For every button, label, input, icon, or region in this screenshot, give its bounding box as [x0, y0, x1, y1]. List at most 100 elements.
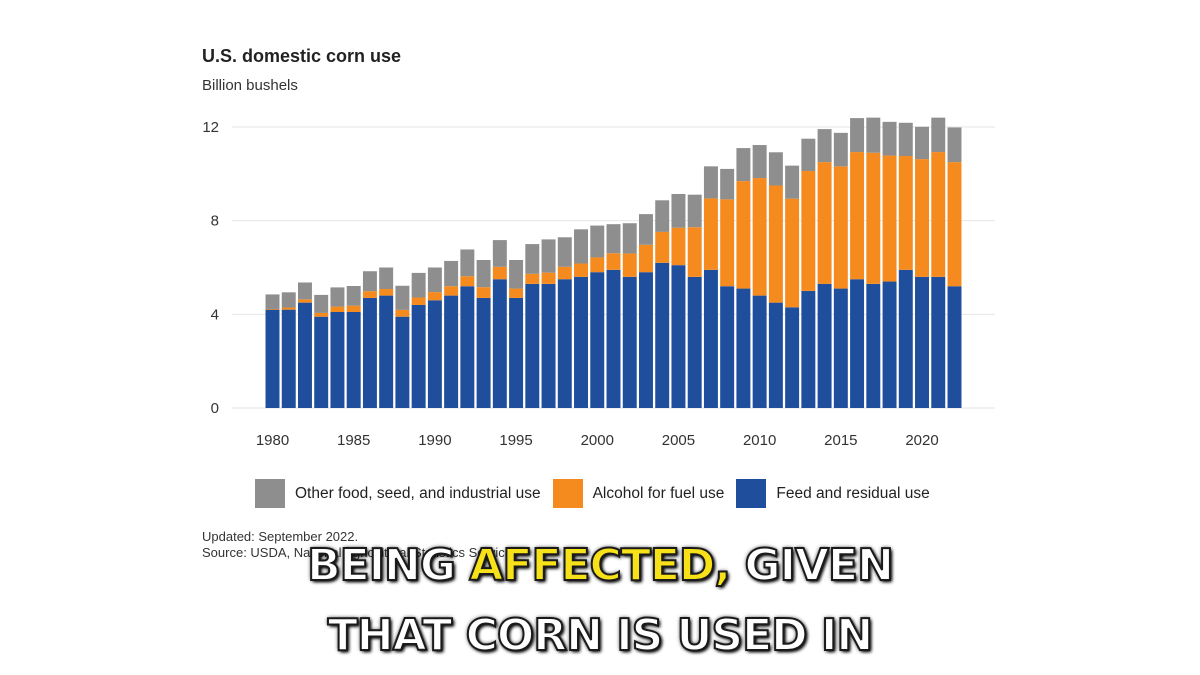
bar-2015-series-1 — [833, 166, 848, 289]
legend-swatch-feed — [736, 479, 767, 508]
bar-1982-series-1 — [297, 299, 312, 303]
bar-2013-series-1 — [801, 171, 816, 291]
x-tick-label: 1990 — [418, 432, 451, 449]
bar-2004-series-0 — [655, 262, 670, 408]
bar-2002-series-1 — [622, 253, 637, 277]
bar-2000-series-0 — [590, 272, 605, 408]
bar-1987-series-0 — [379, 295, 394, 408]
bar-2016-series-2 — [850, 118, 865, 153]
bar-1980-series-1 — [265, 308, 280, 310]
bar-2001-series-2 — [606, 224, 621, 254]
bar-1980-series-2 — [265, 294, 280, 309]
x-tick-label: 2010 — [743, 432, 776, 449]
bar-2006-series-0 — [687, 276, 702, 408]
x-tick-label: 2020 — [905, 432, 938, 449]
bar-2006-series-2 — [687, 194, 702, 228]
bar-2018-series-2 — [882, 121, 897, 156]
bar-2013-series-2 — [801, 138, 816, 172]
caption-highlight-word: AFFECTED, — [468, 539, 732, 592]
y-tick-label: 8 — [211, 213, 219, 230]
bar-2007-series-0 — [703, 269, 718, 408]
bar-1995-series-0 — [509, 297, 524, 408]
bar-1994-series-0 — [492, 279, 507, 408]
bar-2010-series-2 — [752, 145, 767, 179]
bar-2012-series-0 — [785, 307, 800, 408]
x-tick-label: 1985 — [337, 432, 370, 449]
bar-2001-series-0 — [606, 269, 621, 408]
bar-1985-series-2 — [346, 286, 361, 306]
bar-1988-series-2 — [395, 285, 410, 310]
bar-2012-series-1 — [785, 198, 800, 308]
legend-label-alcohol: Alcohol for fuel use — [592, 484, 725, 502]
bar-1994-series-2 — [492, 240, 507, 267]
bar-1992-series-0 — [460, 286, 475, 408]
y-tick-label: 4 — [211, 306, 219, 323]
bar-2018-series-1 — [882, 155, 897, 282]
bar-2016-series-1 — [850, 152, 865, 280]
bar-1985-series-1 — [346, 305, 361, 312]
bar-2004-series-1 — [655, 231, 670, 263]
bar-2012-series-2 — [785, 165, 800, 199]
x-tick-label: 2005 — [662, 432, 695, 449]
bar-2014-series-2 — [817, 129, 832, 163]
bar-1987-series-1 — [379, 289, 394, 296]
bar-1984-series-1 — [330, 306, 345, 312]
bar-2005-series-2 — [671, 193, 686, 228]
bar-1999-series-2 — [574, 229, 588, 264]
bar-2014-series-0 — [817, 283, 832, 408]
bar-2022-series-2 — [947, 127, 962, 163]
bar-2011-series-2 — [768, 152, 783, 186]
bar-1983-series-1 — [314, 312, 329, 317]
bar-2013-series-0 — [801, 290, 816, 408]
bar-2018-series-0 — [882, 281, 897, 408]
bar-2020-series-1 — [915, 159, 929, 277]
bar-2015-series-2 — [833, 132, 848, 167]
bar-2019-series-1 — [898, 156, 913, 270]
bar-2021-series-1 — [931, 152, 946, 277]
chart-footer: Updated: September 2022. Source: USDA, N… — [202, 529, 516, 561]
bar-2005-series-0 — [671, 265, 686, 408]
bar-1986-series-0 — [362, 297, 377, 408]
bar-1997-series-0 — [541, 283, 556, 408]
bar-1983-series-2 — [314, 294, 329, 313]
bar-1981-series-0 — [281, 309, 296, 408]
bar-1999-series-1 — [574, 263, 588, 277]
bar-2008-series-2 — [720, 168, 735, 200]
bar-1995-series-2 — [509, 260, 524, 289]
bar-1993-series-2 — [476, 260, 491, 288]
bar-2003-series-0 — [638, 272, 653, 408]
caption-line-1-part-1: BEING — [306, 539, 470, 592]
bar-1994-series-1 — [492, 266, 507, 280]
footer-source: Source: USDA, National Agricultural Stat… — [202, 545, 516, 560]
bar-2017-series-0 — [866, 283, 881, 408]
bar-1981-series-1 — [281, 307, 296, 310]
bar-2010-series-1 — [752, 178, 767, 296]
bar-1984-series-0 — [330, 311, 345, 408]
bar-2007-series-1 — [703, 198, 718, 270]
bar-2015-series-0 — [833, 288, 848, 408]
bar-2019-series-2 — [898, 122, 913, 157]
bar-1997-series-2 — [541, 239, 556, 273]
bar-2000-series-2 — [590, 225, 605, 258]
bar-2000-series-1 — [590, 257, 605, 273]
bar-2007-series-2 — [703, 166, 718, 199]
bar-2014-series-1 — [817, 162, 832, 284]
legend-item-feed: Feed and residual use — [736, 479, 930, 508]
x-tick-label: 1995 — [499, 432, 532, 449]
bar-2019-series-0 — [898, 269, 913, 408]
bar-1992-series-2 — [460, 249, 475, 277]
x-tick-label: 1980 — [256, 432, 289, 449]
bar-1991-series-2 — [444, 260, 459, 287]
bar-1992-series-1 — [460, 276, 475, 287]
bar-1990-series-0 — [427, 300, 442, 408]
bar-1998-series-1 — [557, 266, 572, 280]
bar-2008-series-0 — [720, 286, 735, 408]
bar-2009-series-2 — [736, 148, 751, 182]
bar-2021-series-0 — [931, 276, 946, 408]
legend-swatch-alcohol — [552, 479, 583, 508]
bar-2008-series-1 — [720, 199, 735, 287]
bar-1989-series-1 — [411, 297, 426, 305]
bar-1997-series-1 — [541, 272, 556, 284]
bar-2016-series-0 — [850, 279, 865, 408]
